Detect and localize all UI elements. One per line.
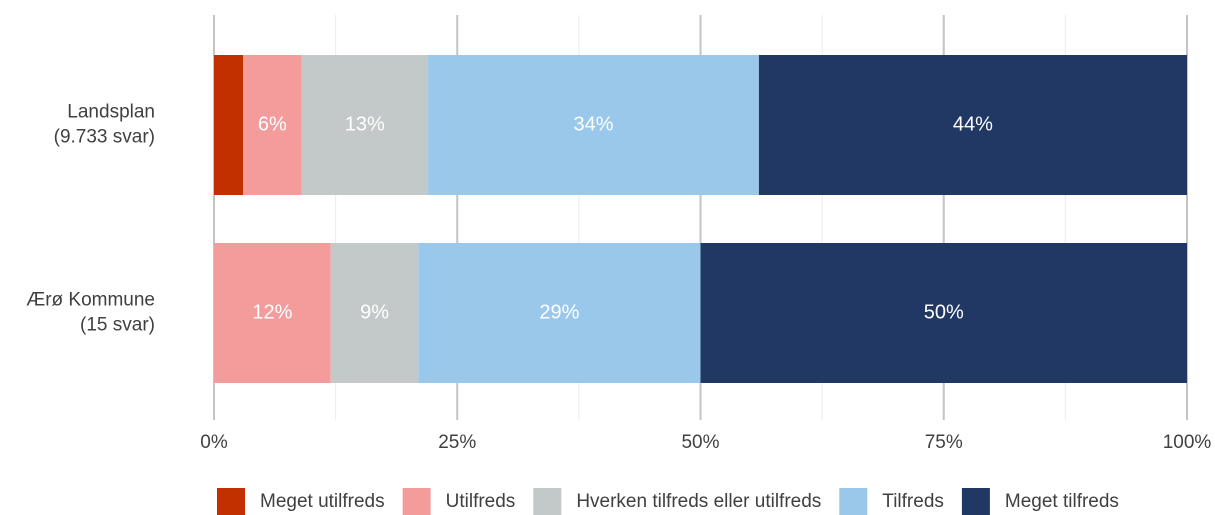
bar-segment bbox=[301, 55, 429, 195]
data-label: 44% bbox=[953, 113, 993, 135]
data-label: 50% bbox=[924, 301, 964, 323]
legend-swatch bbox=[217, 488, 245, 515]
x-tick-label: 100% bbox=[1163, 432, 1212, 453]
bar-segment bbox=[214, 243, 331, 383]
data-label: 34% bbox=[573, 113, 613, 135]
legend-label: Tilfreds bbox=[882, 491, 944, 512]
legend-label: Hverken tilfreds eller utilfreds bbox=[576, 491, 821, 512]
bar-segment bbox=[214, 55, 244, 195]
legend-swatch bbox=[533, 488, 562, 515]
data-label: 6% bbox=[258, 113, 287, 135]
data-label: 13% bbox=[345, 113, 385, 135]
x-tick-label: 25% bbox=[438, 432, 476, 453]
bar-segment bbox=[243, 55, 302, 195]
category-label: (15 svar) bbox=[80, 315, 155, 336]
legend-label: Utilfreds bbox=[446, 491, 516, 512]
legend-label: Meget tilfreds bbox=[1005, 491, 1119, 512]
bar-segment bbox=[330, 243, 419, 383]
x-tick-label: 75% bbox=[925, 432, 963, 453]
data-label: 12% bbox=[252, 301, 292, 323]
category-label: (9.733 svar) bbox=[54, 127, 155, 148]
category-label: Ærø Kommune bbox=[26, 290, 155, 311]
x-tick-label: 0% bbox=[200, 432, 228, 453]
x-tick-label: 50% bbox=[681, 432, 719, 453]
legend-swatch bbox=[961, 488, 990, 515]
bar-segment bbox=[758, 55, 1187, 195]
legend-swatch bbox=[839, 488, 868, 515]
data-label: 29% bbox=[539, 301, 579, 323]
data-label: 9% bbox=[360, 301, 389, 323]
legend-label: Meget utilfreds bbox=[260, 491, 385, 512]
legend-swatch bbox=[402, 488, 431, 515]
bar-segment bbox=[700, 243, 1187, 383]
bar-segment bbox=[428, 55, 759, 195]
bar-segment bbox=[418, 243, 701, 383]
category-label: Landsplan bbox=[67, 102, 155, 123]
